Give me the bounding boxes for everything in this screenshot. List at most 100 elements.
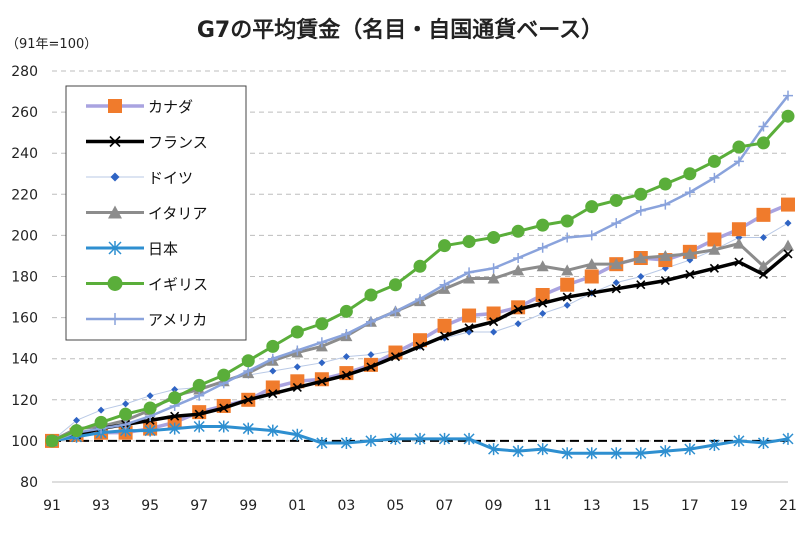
y-tick-label: 280 [11, 64, 38, 80]
legend-item: ドイツ [86, 169, 193, 187]
x-tick-label: 19 [730, 498, 748, 514]
x-tick-label: 05 [387, 498, 405, 514]
data-point [732, 140, 746, 154]
data-point [538, 298, 548, 308]
data-point [267, 424, 279, 437]
legend-item: イタリア [86, 205, 207, 223]
data-point [70, 424, 84, 438]
data-point [219, 403, 229, 413]
data-point [168, 391, 182, 405]
data-point [610, 447, 622, 460]
data-point [756, 207, 771, 222]
data-point [94, 415, 108, 429]
x-axis: 91 93 95 97 99 01 03 05 07 09 11 13 15 17 19 21 [43, 481, 797, 514]
data-point [512, 264, 525, 276]
data-point [709, 263, 719, 273]
data-point [364, 288, 378, 302]
data-point [267, 353, 278, 364]
x-tick-label: 17 [681, 498, 699, 514]
data-point [170, 411, 180, 421]
legend-label: イタリア [148, 205, 207, 223]
chart-title: G7の平均賃金（名目・自国通貨ベース） [197, 17, 603, 43]
legend-item: アメリカ [86, 311, 207, 329]
data-point [243, 395, 253, 405]
x-tick-label: 03 [337, 498, 355, 514]
data-point [683, 167, 697, 181]
y-tick-label: 140 [11, 352, 38, 368]
data-point [144, 424, 156, 437]
data-point [708, 439, 720, 452]
data-point [512, 445, 524, 458]
data-point [413, 259, 427, 273]
data-point [109, 135, 121, 148]
legend-label: ドイツ [148, 169, 193, 187]
data-point [781, 197, 795, 212]
data-point [194, 390, 205, 401]
data-point [341, 329, 352, 340]
data-point [241, 354, 255, 368]
data-point [757, 260, 770, 272]
data-point [487, 272, 500, 284]
data-point [243, 366, 254, 377]
x-tick-label: 93 [92, 498, 110, 514]
data-point [734, 257, 744, 267]
data-point [586, 447, 598, 460]
legend-label: イギリス [148, 276, 208, 294]
y-axis: 80 100 120 140 160 180 200 220 240 260 280 [11, 64, 38, 491]
data-point [108, 241, 122, 255]
data-point [634, 252, 647, 264]
data-point [560, 214, 574, 228]
data-point [340, 436, 352, 449]
data-point [635, 205, 646, 216]
data-point [781, 109, 795, 123]
x-tick-label: 15 [632, 498, 650, 514]
data-point [315, 317, 329, 331]
data-point [733, 156, 744, 167]
data-point [490, 328, 498, 336]
data-point [292, 345, 303, 356]
data-point [684, 443, 696, 456]
data-point [685, 269, 695, 280]
data-point [108, 205, 122, 219]
data-point [609, 193, 623, 207]
data-point [290, 325, 304, 339]
data-point [784, 219, 792, 227]
data-point [143, 401, 157, 415]
data-point [758, 269, 769, 280]
data-point [293, 363, 301, 371]
data-point [708, 243, 721, 255]
y-tick-label: 260 [11, 105, 38, 121]
data-point [658, 177, 672, 191]
data-point [438, 239, 452, 253]
legend-label: フランス [148, 134, 208, 152]
data-point [110, 172, 120, 182]
data-point [318, 359, 326, 367]
data-point [759, 233, 767, 241]
data-point [463, 272, 476, 284]
y-tick-label: 100 [11, 434, 38, 450]
legend-label: 日本 [148, 240, 178, 258]
data-point [585, 200, 599, 214]
data-point [365, 316, 376, 327]
data-point [637, 273, 645, 280]
data-point [366, 362, 376, 372]
unit-label: （91年=100） [6, 37, 97, 52]
data-point [783, 249, 793, 259]
x-tick-label: 95 [141, 498, 159, 514]
x-tick-label: 13 [583, 498, 601, 514]
data-point [193, 420, 205, 433]
x-tick-label: 99 [239, 498, 257, 514]
data-point [782, 432, 794, 445]
data-point [171, 386, 179, 394]
data-point [194, 409, 204, 419]
data-point [612, 279, 620, 287]
data-point [342, 353, 350, 361]
data-point [192, 378, 206, 392]
data-point [388, 278, 402, 292]
data-point [108, 99, 122, 113]
data-point [217, 368, 231, 382]
data-point [97, 406, 105, 414]
data-point [390, 306, 401, 317]
